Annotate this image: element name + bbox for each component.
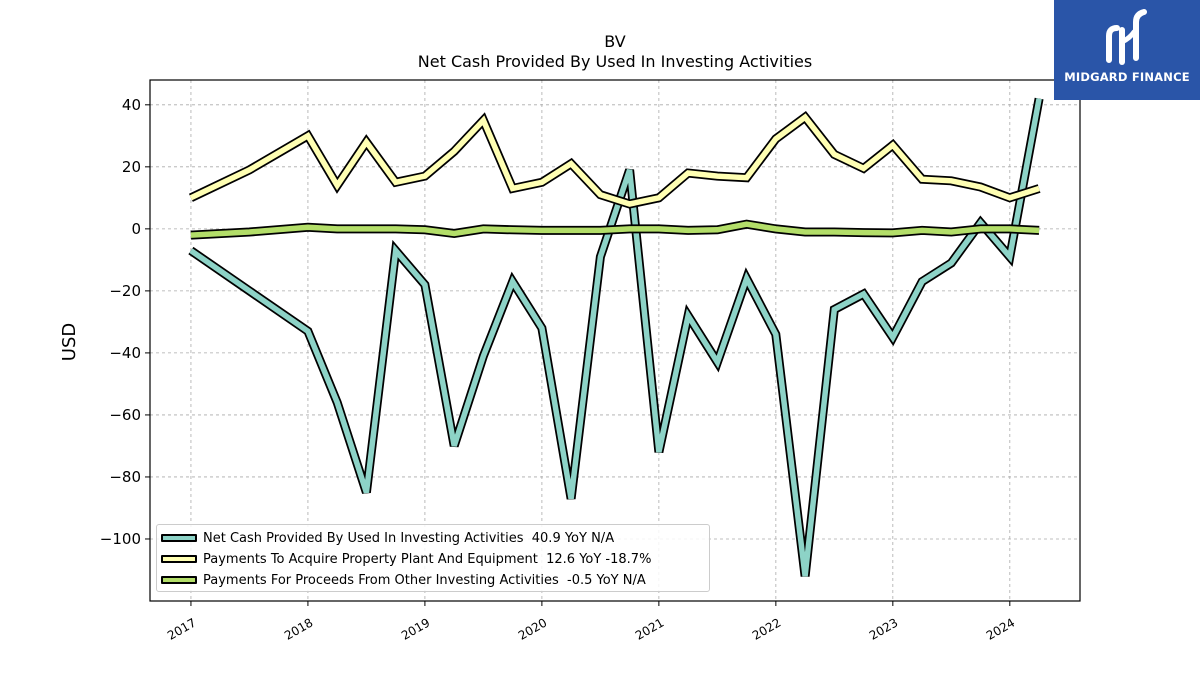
x-tick-label: 2022: [750, 615, 783, 642]
legend-swatch-ppe: [161, 555, 197, 563]
chart-title: BV: [604, 32, 626, 51]
legend-item-ppe: Payments To Acquire Property Plant And E…: [161, 550, 651, 568]
x-tick-label: 2023: [867, 615, 900, 642]
legend-swatch-net-cash: [161, 534, 197, 542]
x-tick-label: 2021: [633, 615, 666, 642]
y-tick-label: −20: [109, 282, 141, 300]
legend-label-ppe: Payments To Acquire Property Plant And E…: [203, 551, 652, 567]
legend-item-net-cash: Net Cash Provided By Used In Investing A…: [161, 529, 614, 547]
legend-label-net-cash: Net Cash Provided By Used In Investing A…: [203, 530, 615, 546]
plot-frame: [149, 79, 1081, 602]
x-tick-label: 2018: [282, 615, 315, 642]
y-tick-label: −80: [109, 468, 141, 486]
legend-swatch-other: [161, 576, 197, 584]
legend-label-other: Payments For Proceeds From Other Investi…: [203, 572, 646, 588]
y-tick-label: −40: [109, 344, 141, 362]
legend: Net Cash Provided By Used In Investing A…: [156, 524, 710, 592]
logo-mark-icon: [1106, 9, 1147, 65]
axis-ticks: 40 20 0 −20 −40 −60 −80 −100 2017 2018 2019 2020 202…: [100, 96, 1018, 643]
series-line-1: [189, 113, 1040, 207]
x-tick-label: 2024: [984, 615, 1017, 642]
grid-lines: [150, 80, 1080, 601]
series-lines: [188, 97, 1044, 577]
midgard-finance-logo: MIDGARD FINANCE: [1054, 0, 1200, 100]
y-tick-label: 20: [122, 158, 141, 176]
x-tick-label: 2019: [399, 615, 432, 642]
y-tick-label: 0: [131, 220, 141, 238]
logo-text: MIDGARD FINANCE: [1064, 70, 1190, 84]
x-tick-label: 2017: [165, 615, 198, 642]
chart-subtitle: Net Cash Provided By Used In Investing A…: [417, 52, 813, 71]
y-axis-label: USD: [59, 323, 80, 361]
x-tick-label: 2020: [516, 615, 549, 642]
y-tick-label: −60: [109, 406, 141, 424]
series-line-0: [189, 98, 1042, 577]
legend-item-other: Payments For Proceeds From Other Investi…: [161, 571, 646, 589]
series-line-2: [190, 221, 1040, 238]
y-tick-label: 40: [122, 96, 141, 114]
series-outline-1: [188, 110, 1041, 209]
y-tick-label: −100: [100, 530, 141, 548]
